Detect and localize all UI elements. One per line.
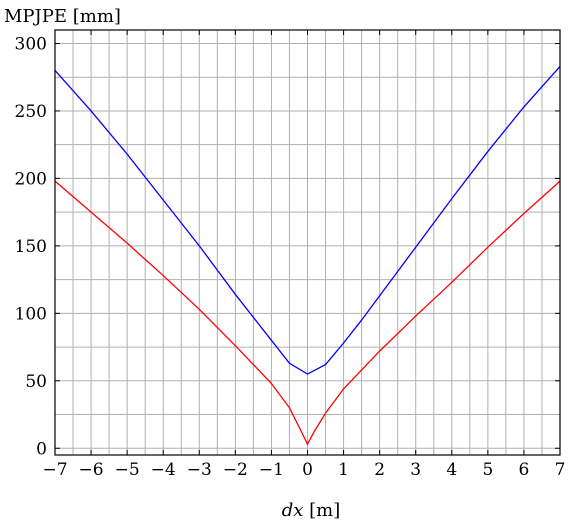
y-tick-label: 200 <box>15 169 47 189</box>
y-axis-label: MPJPE [mm] <box>4 6 121 27</box>
x-axis-label: dx [m] <box>282 500 341 521</box>
tick-labels: −7 −6 −5 −4 −3 −2 −1 0 1 2 3 4 5 6 7 0 50 100 150 200 250 300 <box>15 34 566 480</box>
x-axis-label-unit: [m] <box>303 500 340 521</box>
series-line-2 <box>54 180 561 446</box>
y-tick-label: 150 <box>15 237 47 257</box>
x-tick-label: 6 <box>519 460 530 480</box>
y-tick-label: 100 <box>15 304 47 324</box>
x-tick-label: −5 <box>115 460 140 480</box>
y-tick-label: 300 <box>15 34 47 54</box>
ticks <box>54 30 561 455</box>
series-group <box>54 65 561 446</box>
x-tick-label: 1 <box>338 460 349 480</box>
y-tick-label: 0 <box>36 439 47 459</box>
series-line-1 <box>54 65 561 375</box>
x-tick-label: −6 <box>79 460 104 480</box>
x-tick-label: −4 <box>151 460 176 480</box>
x-tick-label: −2 <box>223 460 248 480</box>
grid <box>54 30 561 455</box>
x-tick-label: −3 <box>187 460 212 480</box>
x-tick-label: 4 <box>446 460 457 480</box>
x-tick-label: 0 <box>302 460 313 480</box>
x-axis-label-var: dx <box>282 500 304 521</box>
x-tick-label: −7 <box>42 460 67 480</box>
x-tick-label: −1 <box>259 460 284 480</box>
y-tick-label: 50 <box>25 372 47 392</box>
x-tick-label: 3 <box>410 460 421 480</box>
x-tick-label: 5 <box>482 460 493 480</box>
x-tick-label: 7 <box>555 460 566 480</box>
y-tick-label: 250 <box>15 102 47 122</box>
x-tick-label: 2 <box>374 460 385 480</box>
